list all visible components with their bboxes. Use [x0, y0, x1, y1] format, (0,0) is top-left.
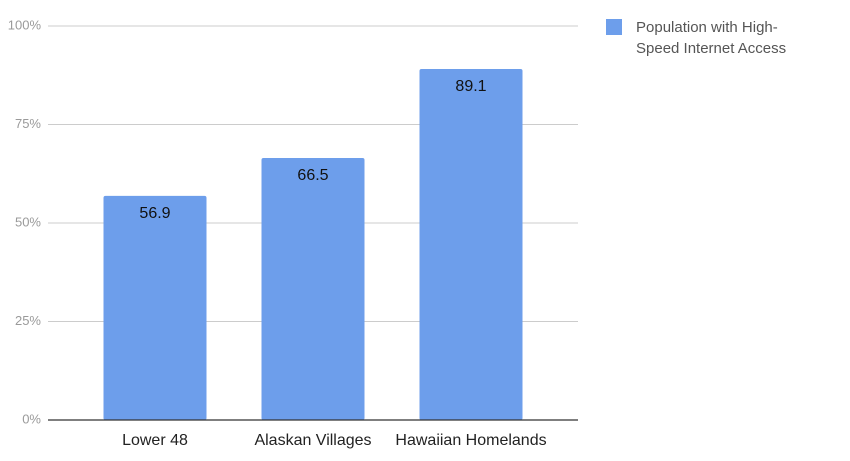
bar	[419, 68, 523, 421]
y-tick-label: 75%	[15, 116, 41, 131]
x-tick-label: Lower 48	[122, 432, 188, 449]
legend: Population with High-Speed Internet Acce…	[606, 17, 826, 59]
y-tick-label: 25%	[15, 313, 41, 328]
legend-label: Population with High-Speed Internet Acce…	[636, 19, 787, 57]
value-label: 66.5	[297, 167, 328, 184]
value-label: 56.9	[139, 205, 170, 222]
value-label: 89.1	[455, 78, 486, 95]
y-tick-label: 0%	[22, 411, 41, 426]
y-tick-label: 100%	[8, 17, 42, 32]
legend-swatch	[606, 19, 622, 35]
x-tick-label: Alaskan Villages	[254, 432, 371, 449]
y-tick-label: 50%	[15, 214, 41, 229]
bar	[103, 195, 207, 420]
bar	[261, 157, 365, 421]
x-tick-label: Hawaiian Homelands	[395, 432, 546, 449]
